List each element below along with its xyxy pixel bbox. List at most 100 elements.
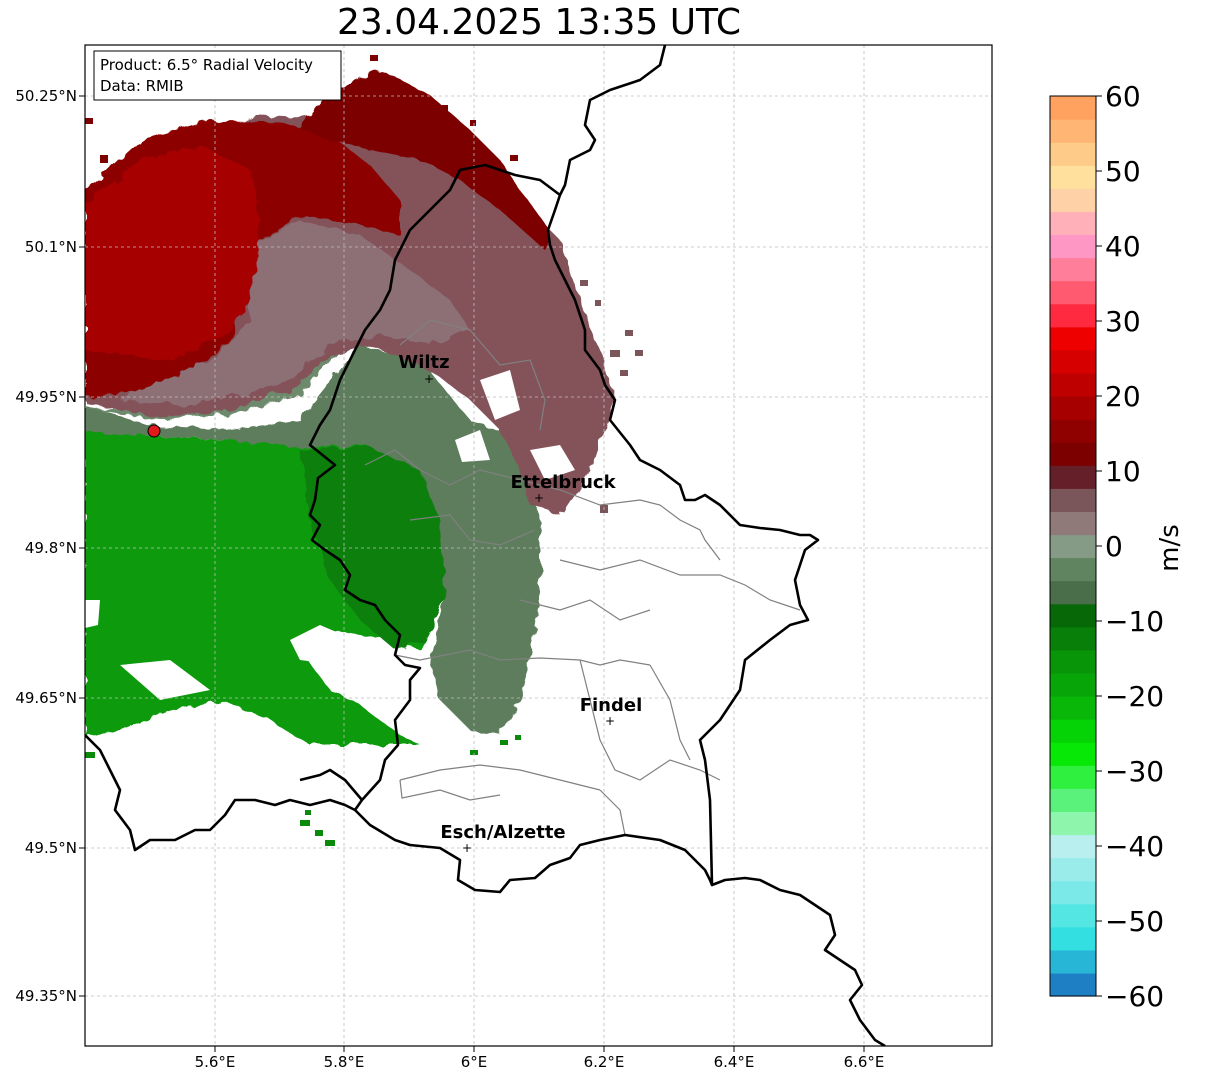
product-label: Product: 6.5° Radial Velocity (100, 56, 313, 74)
colorbar-segment (1050, 557, 1096, 582)
colorbar (1049, 95, 1097, 997)
colorbar-tick-label: 60 (1105, 80, 1141, 113)
echo-outbound-far (300, 70, 550, 250)
city-label-esch-alzette: Esch/Alzette (440, 822, 565, 843)
echo-inbound-mid (300, 445, 445, 650)
colorbar-segment (1050, 811, 1096, 836)
colorbar-segment (1050, 234, 1096, 259)
belgium-france-border (299, 768, 363, 801)
colorbar-segment (1050, 349, 1096, 374)
borders (85, 45, 886, 1046)
colorbar-segment (1050, 603, 1096, 628)
colorbar-segment (1050, 142, 1096, 166)
colorbar-segment (1050, 880, 1096, 905)
colorbar-segment (1050, 696, 1096, 720)
colorbar-tick-label: 30 (1105, 305, 1141, 338)
longitude-tick-label: 5.6°E (195, 1053, 236, 1071)
colorbar-segment (1050, 396, 1096, 420)
city-wiltz: Wiltz + (398, 352, 449, 386)
colorbar-segment (1050, 765, 1096, 789)
colorbar-segment (1050, 742, 1096, 766)
colorbar-tick-label: 40 (1105, 230, 1141, 263)
colorbar-segment (1050, 534, 1096, 559)
radar-site-marker[interactable] (147, 424, 161, 438)
echo-gaps (85, 370, 575, 700)
colorbar-tick-label: 0 (1105, 530, 1123, 563)
city-markers: Wiltz + Ettelbruck + Findel + Esch/Alzet… (398, 352, 642, 855)
city-marker-esch-alzette: + (462, 841, 472, 855)
longitude-tick-labels: 5.6°E 5.8°E 6°E 6.2°E 6.4°E 6.6°E (195, 1046, 885, 1071)
colorbar-segment (1050, 326, 1096, 351)
colorbar-segment (1050, 372, 1096, 397)
longitude-tick-label: 6.2°E (584, 1053, 625, 1071)
latitude-tick-label: 49.8°N (25, 539, 77, 557)
france-border (85, 734, 356, 852)
latitude-tick-label: 50.25°N (15, 87, 77, 105)
country-borders (85, 45, 886, 1046)
map-title: 23.04.2025 13:35 UTC (336, 2, 742, 43)
latitude-tick-label: 49.5°N (25, 839, 77, 857)
germany-france-border (711, 876, 886, 1046)
colorbar-segment (1050, 465, 1096, 489)
colorbar-segment (1050, 257, 1096, 282)
echo-near-zero-positive (120, 220, 470, 405)
colorbar-segment (1050, 834, 1096, 859)
colorbar-unit-label: m/s (1155, 524, 1185, 572)
longitude-tick-label: 6.4°E (714, 1053, 755, 1071)
latitude-tick-label: 49.35°N (15, 987, 77, 1005)
colorbar-tick-label: 10 (1105, 455, 1141, 488)
latitude-tick-label: 50.1°N (25, 238, 77, 256)
colorbar-segment (1050, 788, 1096, 812)
city-marker-wiltz: + (424, 372, 434, 386)
product-info-box: Product: 6.5° Radial Velocity Data: RMIB (93, 50, 342, 101)
latitude-tick-labels: 50.25°N 50.1°N 49.95°N 49.8°N 49.65°N 49.5°N 4… (15, 87, 85, 1005)
city-marker-ettelbruck: + (534, 491, 544, 505)
city-ettelbruck: Ettelbruck + (510, 472, 616, 505)
colorbar-segment (1050, 719, 1096, 743)
colorbar-segment (1050, 442, 1096, 466)
colorbar-segment (1050, 96, 1096, 120)
colorbar-tick-label: 50 (1105, 155, 1141, 188)
colorbar-segment (1050, 303, 1096, 328)
city-esch-alzette: Esch/Alzette + (440, 822, 565, 855)
colorbar-tick-labels: 60 50 40 30 20 10 0 −10 −20 −30 −40 −50 −60 (1096, 80, 1164, 1013)
colorbar-tick-label: −20 (1105, 680, 1164, 713)
echo-scattered-cells (85, 735, 521, 846)
echo-scattered-far (85, 55, 518, 163)
colorbar-tick-label: −50 (1105, 905, 1164, 938)
colorbar-tick-label: −30 (1105, 755, 1164, 788)
colorbar-segment (1050, 857, 1096, 882)
longitude-tick-label: 5.8°E (324, 1053, 365, 1071)
colorbar-tick-label: 20 (1105, 380, 1141, 413)
colorbar-segment (1050, 419, 1096, 443)
colorbar-segment (1050, 626, 1096, 651)
colorbar-segment (1050, 280, 1096, 305)
colorbar-segment (1050, 165, 1096, 189)
city-label-wiltz: Wiltz (398, 352, 449, 373)
longitude-tick-label: 6.6°E (844, 1053, 885, 1071)
map-frame (84, 44, 993, 1047)
colorbar-segment (1050, 903, 1096, 928)
city-findel: Findel + (580, 695, 643, 728)
radar-velocity-echoes (85, 55, 643, 846)
colorbar-tick-label: −60 (1105, 980, 1164, 1013)
latitude-tick-label: 49.95°N (15, 388, 77, 406)
colorbar-segment (1050, 211, 1096, 236)
longitude-tick-label: 6°E (461, 1053, 488, 1071)
colorbar-segment (1050, 488, 1096, 512)
colorbar-segment (1050, 511, 1096, 536)
colorbar-segment (1050, 649, 1096, 674)
colorbar-segment (1050, 119, 1096, 143)
city-label-ettelbruck: Ettelbruck (510, 472, 616, 493)
luxembourg-border (308, 45, 820, 894)
echo-outbound-mid (85, 145, 260, 360)
colorbar-segment (1050, 949, 1096, 974)
colorbar-segment (1050, 972, 1096, 997)
colorbar-segment (1050, 580, 1096, 605)
city-marker-findel: + (605, 714, 615, 728)
canton-borders (364, 319, 801, 836)
colorbar-segment (1050, 926, 1096, 951)
colorbar-segment (1050, 188, 1096, 212)
city-label-findel: Findel (580, 695, 643, 716)
